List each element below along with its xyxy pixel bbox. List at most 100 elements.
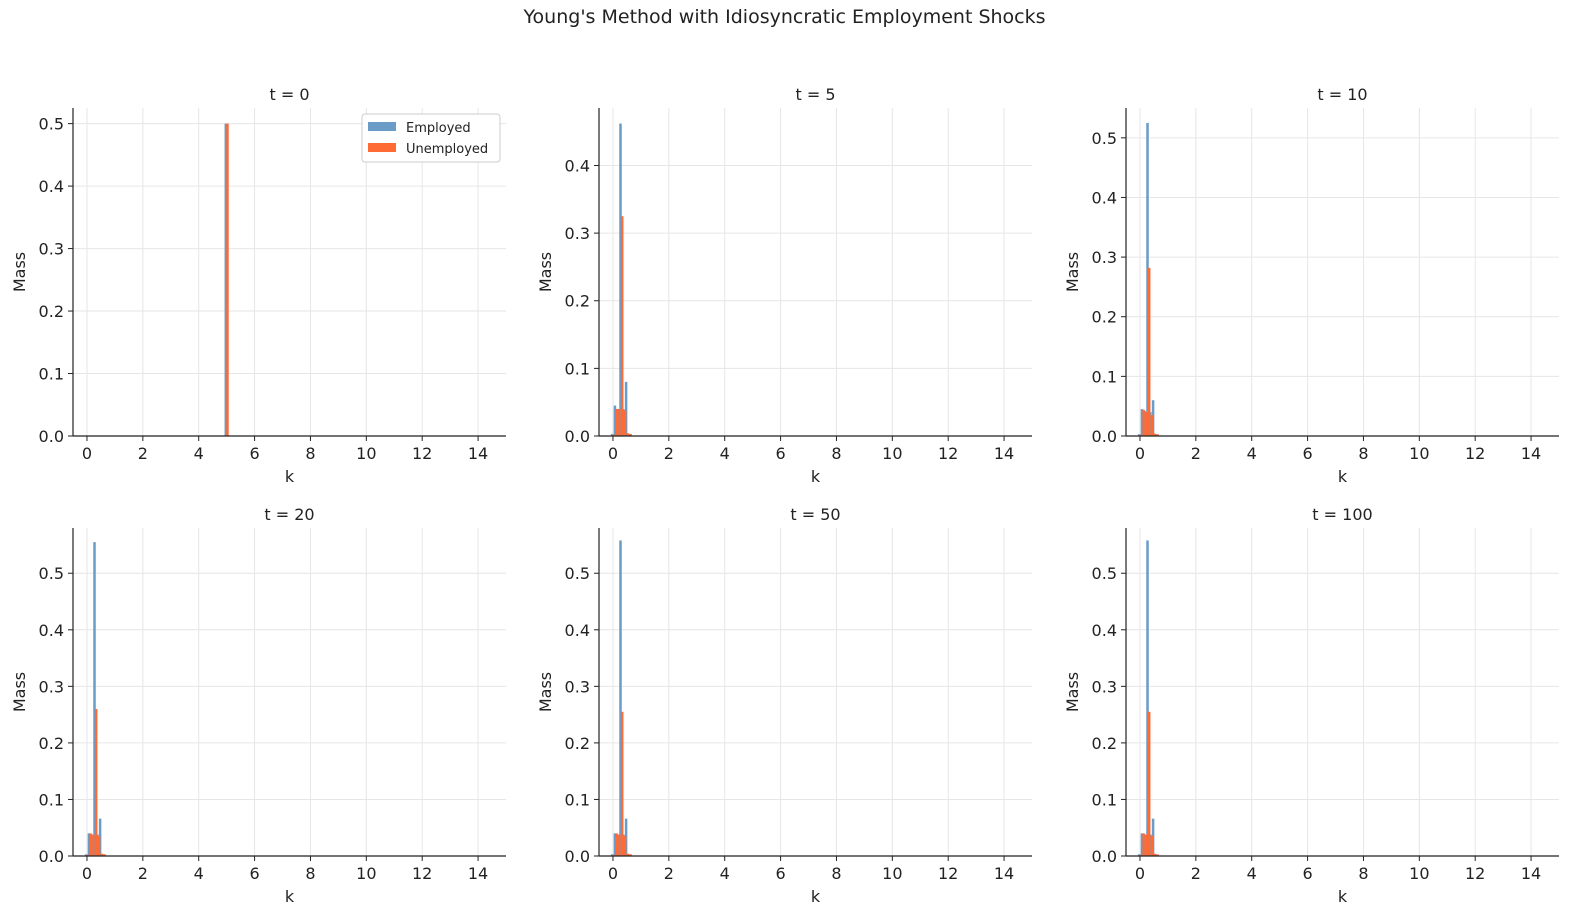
employed-bar [1140, 833, 1144, 856]
legend: Employed Unemployed [361, 113, 501, 163]
unemployed-bar [1145, 412, 1148, 436]
x-tick-label: 0 [608, 864, 618, 883]
x-tick-label: 6 [249, 444, 259, 463]
x-tick-label: 8 [831, 864, 841, 883]
y-tick-label: 0.3 [565, 677, 590, 696]
x-tick-label: 8 [1358, 864, 1368, 883]
unemployed-bar [92, 834, 95, 856]
x-tick-label: 0 [82, 444, 92, 463]
subplot-title: t = 0 [269, 85, 309, 104]
subplot: 0 2 4 6 8 10 12 14 0.0 0.1 0.2 0.3 0.4 0.5 t = 20 k Mass [10, 505, 506, 906]
unemployed-bar [94, 708, 98, 856]
x-tick-label: 0 [82, 864, 92, 883]
y-tick-label: 0.0 [1092, 847, 1117, 866]
x-tick-label: 0 [1135, 864, 1145, 883]
employed-bar [93, 542, 96, 856]
x-axis-label: k [285, 467, 295, 486]
x-tick-label: 6 [1302, 864, 1312, 883]
y-tick-label: 0.5 [1092, 129, 1117, 148]
y-tick-label: 0.2 [565, 292, 590, 311]
x-tick-label: 4 [1247, 864, 1257, 883]
x-tick-label: 10 [1409, 864, 1429, 883]
y-tick-label: 0.5 [39, 564, 64, 583]
x-tick-label: 8 [831, 444, 841, 463]
unemployed-bar [100, 853, 104, 856]
x-tick-label: 12 [1465, 444, 1485, 463]
y-tick-label: 0.3 [565, 224, 590, 243]
employed-bar [619, 123, 622, 437]
subplot: 0 2 4 6 8 10 12 14 0.0 0.1 0.2 0.3 0.4 0.5 t = 100 k Mas… [1063, 505, 1559, 906]
y-tick-label: 0.1 [1092, 790, 1117, 809]
y-tick-label: 0.4 [565, 621, 590, 640]
unemployed-bar [1150, 835, 1154, 856]
x-tick-label: 12 [938, 864, 958, 883]
employed-bar [224, 123, 228, 436]
y-tick-label: 0.2 [1092, 734, 1117, 753]
unemployed-bar [1156, 434, 1159, 436]
employed-bar [610, 854, 614, 856]
x-tick-label: 8 [305, 444, 315, 463]
x-tick-label: 14 [994, 864, 1014, 883]
legend-swatch-employed [368, 122, 396, 131]
x-tick-label: 0 [1135, 444, 1145, 463]
unemployed-bar [620, 711, 624, 856]
subplot: 0 2 4 6 8 10 12 14 0.0 0.1 0.2 0.3 0.4 0.5 t = 10 k Mass [1063, 85, 1559, 486]
y-axis-label: Mass [536, 672, 555, 712]
y-axis-label: Mass [10, 252, 29, 292]
unemployed-bar [89, 833, 92, 856]
y-tick-label: 0.1 [565, 790, 590, 809]
x-tick-label: 4 [194, 864, 204, 883]
y-tick-label: 0.1 [1092, 367, 1117, 386]
y-tick-label: 0.5 [1092, 564, 1117, 583]
x-tick-label: 6 [775, 444, 785, 463]
unemployed-bar [615, 408, 618, 436]
x-axis-label: k [285, 887, 295, 906]
legend-box [361, 113, 501, 163]
employed-bar [1146, 122, 1149, 436]
employed-bar [624, 381, 628, 436]
employed-bar [613, 833, 617, 856]
x-tick-label: 12 [412, 444, 432, 463]
unemployed-bar [226, 123, 229, 436]
unemployed-bar [612, 434, 616, 436]
unemployed-bar [618, 408, 621, 436]
y-tick-label: 0.2 [39, 302, 64, 321]
unemployed-bar [1153, 433, 1157, 436]
x-tick-label: 4 [720, 864, 730, 883]
x-tick-label: 2 [664, 864, 674, 883]
x-tick-label: 10 [1409, 444, 1429, 463]
employed-bar [613, 405, 617, 436]
legend-label: Employed [406, 121, 471, 136]
x-tick-label: 8 [1358, 444, 1368, 463]
x-tick-label: 14 [994, 444, 1014, 463]
y-axis-label: Mass [536, 252, 555, 292]
unemployed-bar [97, 835, 101, 856]
unemployed-bar [103, 854, 106, 856]
x-axis-label: k [811, 887, 821, 906]
y-tick-label: 0.3 [1092, 677, 1117, 696]
y-tick-label: 0.0 [1092, 427, 1117, 446]
unemployed-bar [1145, 834, 1148, 856]
unemployed-bar [1142, 833, 1145, 856]
y-axis-label: Mass [1063, 672, 1082, 712]
unemployed-bar [626, 853, 630, 856]
unemployed-bar [618, 834, 621, 856]
y-tick-label: 0.2 [39, 734, 64, 753]
subplot-title: t = 50 [790, 505, 840, 524]
unemployed-bar [1142, 409, 1145, 436]
subplot: 0 2 4 6 8 10 12 14 0.0 0.1 0.2 0.3 0.4 0.5 t = 50 k Mass [536, 505, 1032, 906]
x-tick-label: 6 [1302, 444, 1312, 463]
employed-bar [1140, 409, 1144, 436]
unemployed-bar [629, 433, 632, 436]
y-axis-label: Mass [1063, 252, 1082, 292]
x-tick-label: 2 [1191, 444, 1201, 463]
x-axis-label: k [811, 467, 821, 486]
x-tick-label: 12 [1465, 864, 1485, 883]
x-tick-label: 14 [1521, 444, 1541, 463]
x-tick-label: 8 [305, 864, 315, 883]
y-tick-label: 0.2 [565, 734, 590, 753]
y-tick-label: 0.0 [39, 427, 64, 446]
unemployed-bar [1153, 853, 1157, 856]
unemployed-bar [1156, 854, 1159, 856]
y-tick-label: 0.0 [565, 427, 590, 446]
